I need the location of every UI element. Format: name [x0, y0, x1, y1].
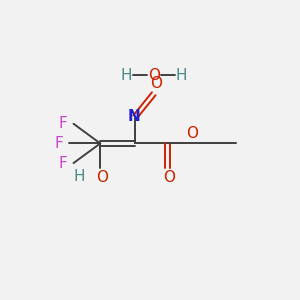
Text: F: F	[59, 155, 68, 170]
Text: H: H	[74, 169, 85, 184]
Text: N: N	[128, 109, 140, 124]
Text: H: H	[176, 68, 188, 83]
Text: O: O	[148, 68, 160, 83]
Text: O: O	[163, 170, 175, 185]
Text: H: H	[120, 68, 132, 83]
Text: O: O	[150, 76, 162, 92]
Text: F: F	[59, 116, 68, 131]
Text: O: O	[97, 170, 109, 185]
Text: F: F	[54, 136, 63, 151]
Text: O: O	[186, 126, 198, 141]
